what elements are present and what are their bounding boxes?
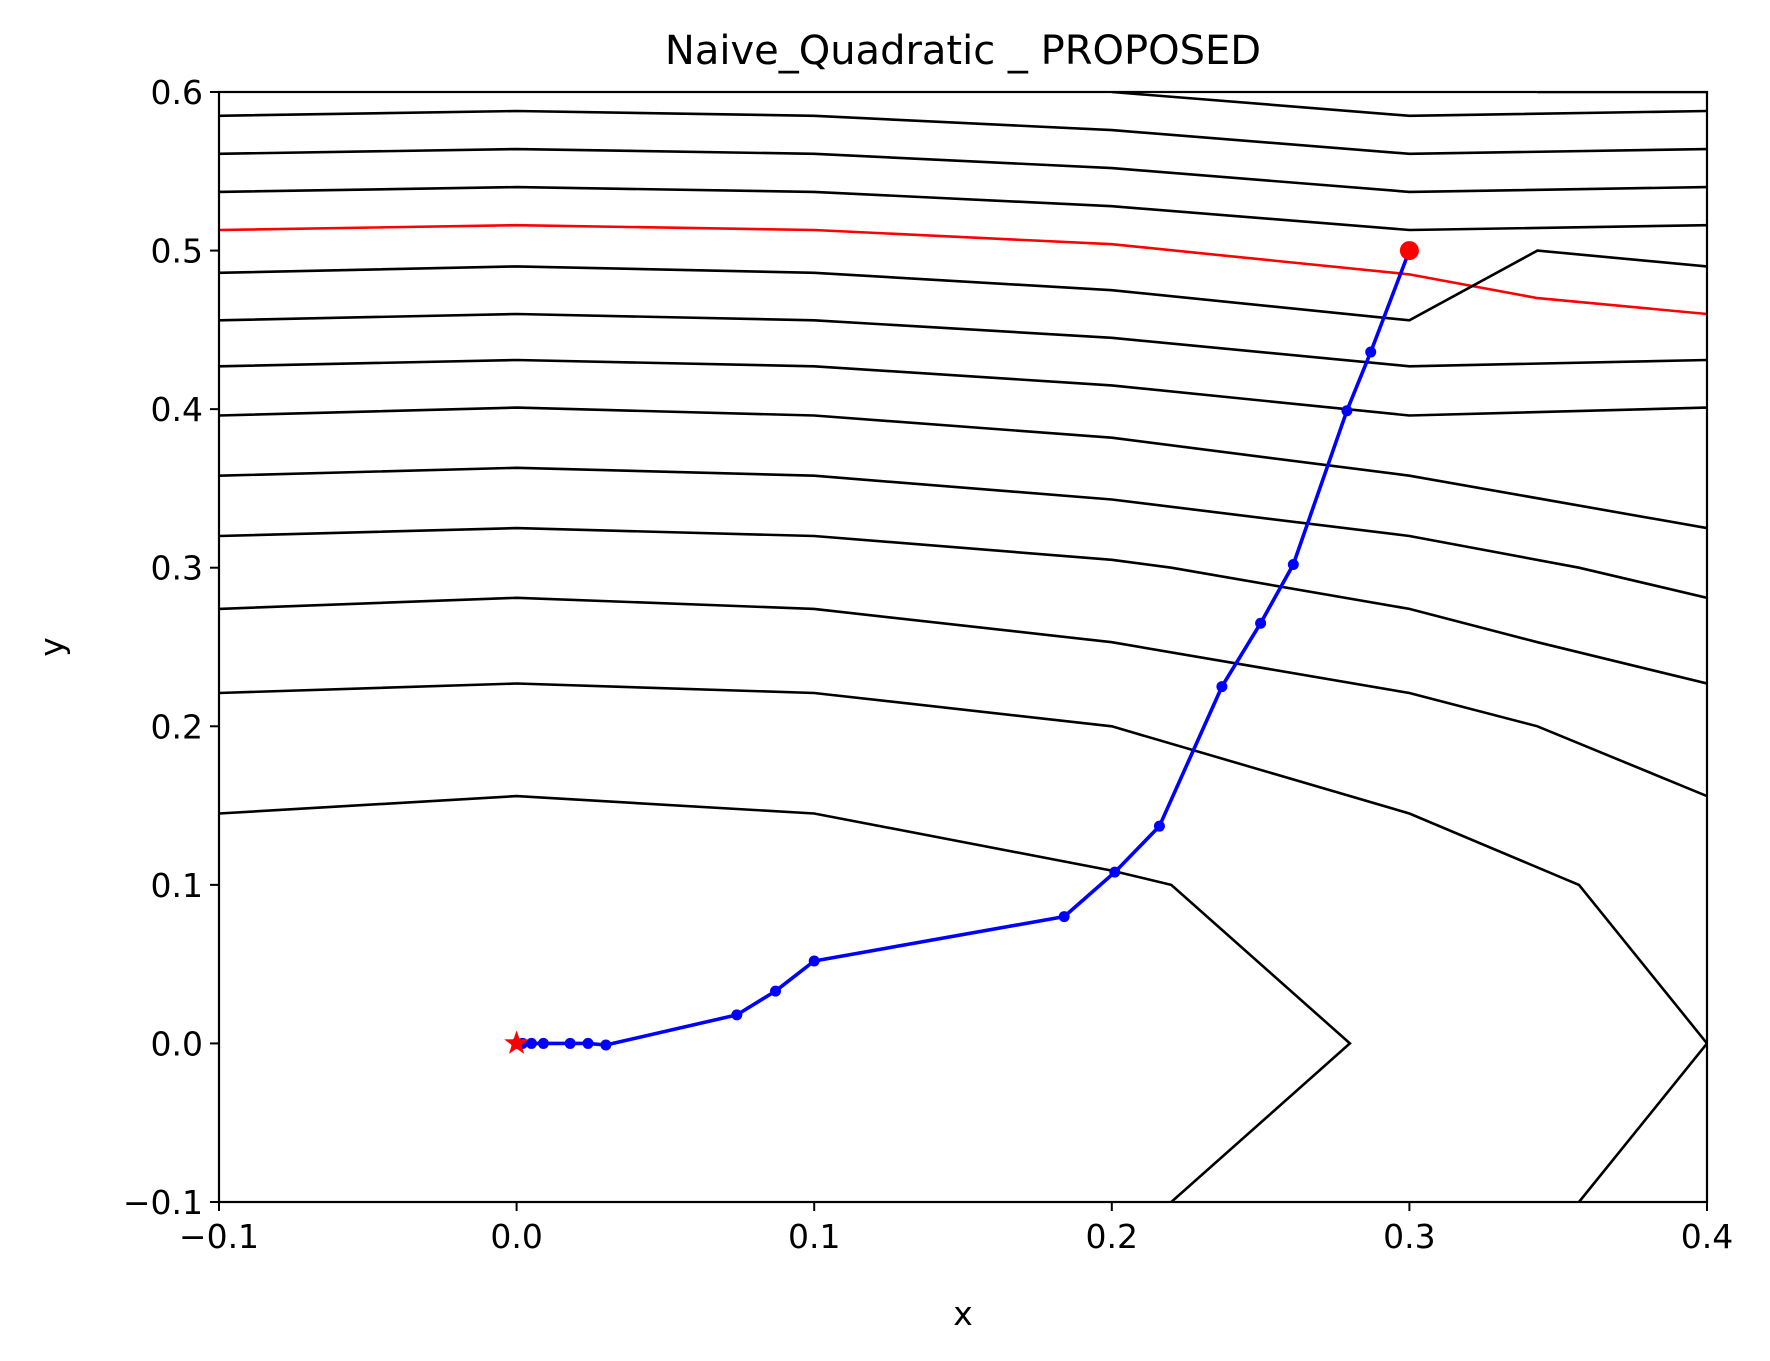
path-point [1058,911,1070,923]
contour-level-6 [219,466,1707,600]
y-axis-ticks: −0.1 0.0 0.1 0.2 0.3 0.4 0.5 0.6 [123,73,219,1222]
y-tick-label: 0.2 [151,707,203,746]
chart-title: Naive_Quadratic _ PROPOSED [665,28,1261,74]
path-point [1365,346,1377,358]
contour-level-7 [219,406,1707,530]
y-tick-label: 0.6 [151,73,203,112]
optimum-star-marker [504,1030,529,1054]
contour-level-4 [219,596,1707,798]
path-point [1341,405,1353,417]
x-tick-label: 0.2 [1086,1217,1138,1256]
path-point [582,1037,594,1049]
contour-lines [219,92,1707,1202]
contour-level-9 [219,312,1707,368]
path-point [770,985,782,997]
path-point [525,1037,537,1049]
y-tick-label: 0.4 [151,390,203,429]
plot-frame [217,90,1709,1204]
x-tick-label: 0.0 [490,1217,542,1256]
path-line [516,249,1412,1047]
y-tick-label: 0.3 [151,549,203,588]
path-point [537,1037,549,1049]
y-tick-label: 0.0 [151,1024,203,1063]
path-point [1287,559,1299,571]
optimization-path-points [511,245,1415,1051]
path-point [1153,820,1165,832]
y-axis-label: y [32,637,71,657]
optimization-path [516,249,1412,1047]
x-tick-label: 0.3 [1383,1217,1435,1256]
contour-level-12 [219,185,1707,232]
contour-level-1 [219,794,1352,1202]
contour-level-10 [219,223,1707,316]
start-point-marker [1399,241,1419,261]
contour-level-8 [219,358,1707,417]
y-tick-label: 0.1 [151,866,203,905]
y-tick-label: 0.5 [151,232,203,271]
path-point [1255,617,1267,629]
contour-level-14 [219,109,1707,156]
x-axis-label: x [953,1294,973,1333]
contour-level-2 [1577,1042,1707,1202]
x-axis-ticks: −0.1 0.0 0.1 0.2 0.3 0.4 [179,1202,1733,1256]
contour-level-3 [219,682,1707,1045]
path-point [808,955,820,967]
path-point [1216,681,1228,693]
contour-level-15 [1111,92,1707,118]
path-point [564,1037,576,1049]
x-tick-label: 0.4 [1681,1217,1733,1256]
contour-level-5 [219,526,1707,685]
y-tick-label: −0.1 [123,1183,203,1222]
contour-level-13 [219,147,1707,194]
contour-level-11 [219,249,1707,322]
x-tick-label: −0.1 [179,1217,259,1256]
special-markers [504,241,1419,1054]
path-point [1109,866,1121,878]
x-tick-label: 0.1 [788,1217,840,1256]
path-point [600,1039,612,1051]
path-point [731,1009,743,1021]
